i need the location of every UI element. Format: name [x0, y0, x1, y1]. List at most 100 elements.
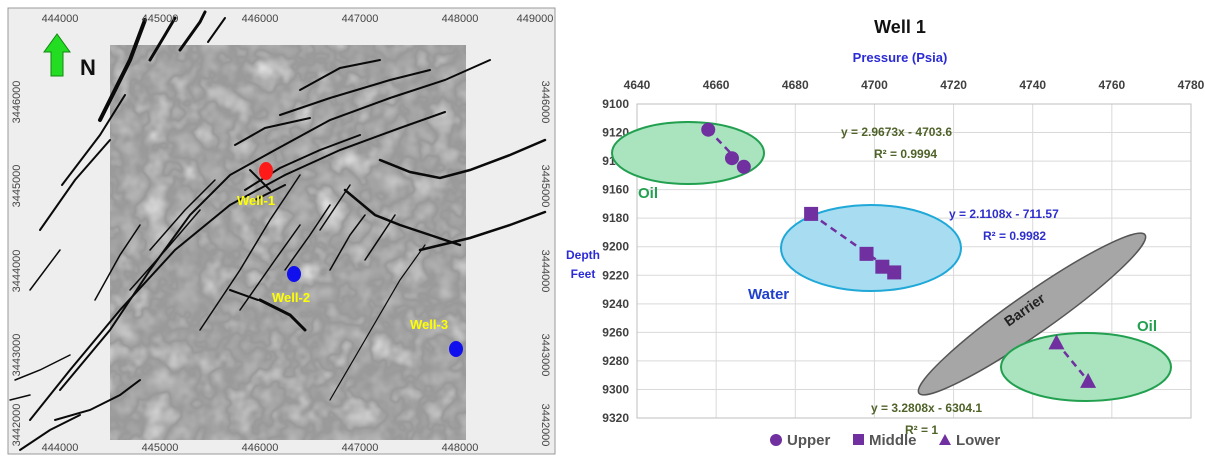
map-x-tick-top: 449000 — [517, 13, 554, 25]
fault-line — [364, 214, 396, 261]
fault-line — [329, 244, 426, 401]
fault-line — [229, 289, 259, 301]
oil-zone-lower-label: Oil — [1137, 318, 1157, 335]
fault-line — [234, 117, 311, 146]
north-arrow-icon — [43, 33, 71, 77]
fault-line — [279, 69, 431, 116]
middle-point — [875, 259, 890, 274]
fault-line — [254, 184, 286, 201]
legend-lower-icon — [939, 434, 951, 445]
map-x-tick-bottom: 447000 — [342, 442, 379, 454]
pressure-depth-chart: Well 1 Pressure (Psia) Depth Feet 4640 46… — [566, 17, 1205, 449]
lower-r-squared: R² = 1 — [905, 423, 938, 437]
fault-line — [54, 379, 141, 421]
well-2-marker[interactable] — [287, 266, 301, 282]
x-tick-labels: 4640 4660 4680 4700 4720 4740 4760 4780 — [624, 78, 1205, 92]
map-y-tick-left: 3443000 — [11, 334, 23, 377]
fault-line — [9, 394, 31, 401]
fault-line — [98, 18, 147, 122]
upper-point — [701, 122, 716, 137]
seismic-map: N 444000 445000 446000 447000 448000 449… — [7, 7, 556, 455]
x-tick-label: 4640 — [624, 78, 651, 92]
well-1-label: Well-1 — [237, 193, 275, 208]
map-y-tick-right: 3445000 — [539, 165, 551, 208]
fault-line — [199, 174, 301, 331]
lower-trendline — [1055, 341, 1090, 382]
fault-line — [378, 138, 547, 180]
map-x-tick-bottom: 445000 — [142, 442, 179, 454]
map-x-tick-bottom: 446000 — [242, 442, 279, 454]
plot-area-border — [636, 103, 1192, 419]
pressure-depth-chart-panel: Well 1 Pressure (Psia) Depth Feet 4640 46… — [560, 0, 1205, 456]
oil-zone-upper — [611, 121, 765, 185]
upper-point — [736, 159, 751, 174]
fault-line — [239, 224, 301, 311]
y-tick-label: 9160 — [602, 183, 629, 197]
fault-line — [284, 204, 331, 271]
fault-line — [148, 16, 177, 62]
fault-line — [258, 298, 307, 332]
upper-r-squared: R² = 0.9994 — [874, 147, 937, 161]
fault-line — [129, 209, 201, 291]
upper-equation: y = 2.9673x - 4703.6 — [841, 125, 952, 139]
fault-line — [39, 139, 111, 231]
well-3-label: Well-3 — [410, 317, 448, 332]
fault-line — [61, 94, 126, 186]
lower-point — [1080, 372, 1097, 388]
legend-upper-icon — [770, 434, 782, 446]
x-tick-label: 4720 — [940, 78, 967, 92]
well-2-label: Well-2 — [272, 290, 310, 305]
upper-point — [724, 151, 739, 166]
map-y-tick-right: 3444000 — [539, 250, 551, 293]
y-tick-label: 9100 — [602, 97, 629, 111]
y-tick-label: 9180 — [602, 211, 629, 225]
fault-line — [343, 188, 462, 247]
legend-middle-icon — [853, 434, 864, 445]
map-x-tick-top: 444000 — [42, 13, 79, 25]
middle-point — [859, 246, 874, 261]
well-3-marker[interactable] — [449, 341, 463, 357]
fault-line — [329, 214, 366, 271]
fault-line — [29, 249, 61, 291]
y-tick-label: 9240 — [602, 297, 629, 311]
map-x-tick-bottom: 444000 — [42, 442, 79, 454]
fault-line — [29, 111, 446, 421]
seismic-map-panel: N 444000 445000 446000 447000 448000 449… — [0, 0, 560, 456]
north-arrow: N — [43, 33, 96, 80]
well-1-marker[interactable] — [259, 162, 273, 180]
fault-line — [244, 134, 361, 191]
map-y-tick-left: 3446000 — [11, 81, 23, 124]
y-axis-label-line2: Feet — [571, 267, 596, 281]
map-y-tick-right: 3446000 — [539, 81, 551, 124]
fault-lines — [9, 10, 547, 451]
map-x-tick-top: 447000 — [342, 13, 379, 25]
barrier-zone — [917, 232, 1147, 396]
north-label: N — [80, 55, 96, 80]
fault-line — [299, 59, 381, 91]
x-tick-label: 4660 — [703, 78, 730, 92]
x-tick-label: 4680 — [782, 78, 809, 92]
y-tick-label: 9300 — [602, 382, 629, 396]
map-y-tick-left: 3445000 — [11, 165, 23, 208]
middle-point — [804, 206, 819, 221]
oil-zone-upper-label: Oil — [638, 185, 658, 202]
fault-line — [149, 179, 216, 251]
map-x-tick-top: 445000 — [142, 13, 179, 25]
water-zone-label: Water — [748, 286, 789, 303]
fault-line — [14, 354, 71, 381]
well-markers: Well-1 Well-2 Well-3 — [237, 162, 463, 357]
y-tick-label: 9280 — [602, 354, 629, 368]
middle-r-squared: R² = 0.9982 — [983, 229, 1046, 243]
trendline-equations: y = 2.9673x - 4703.6 R² = 0.9994 y = 2.1… — [841, 125, 1059, 437]
y-tick-label: 9200 — [602, 240, 629, 254]
fault-line — [19, 414, 81, 451]
lower-point — [1048, 334, 1065, 350]
legend-middle-label: Middle — [869, 432, 917, 449]
lower-equation: y = 3.2808x - 6304.1 — [871, 401, 982, 415]
y-tick-label: 9260 — [602, 325, 629, 339]
x-tick-label: 4740 — [1019, 78, 1046, 92]
fault-line — [94, 224, 141, 301]
x-tick-label: 4780 — [1178, 78, 1205, 92]
y-tick-label: 9220 — [602, 268, 629, 282]
x-tick-label: 4760 — [1099, 78, 1126, 92]
